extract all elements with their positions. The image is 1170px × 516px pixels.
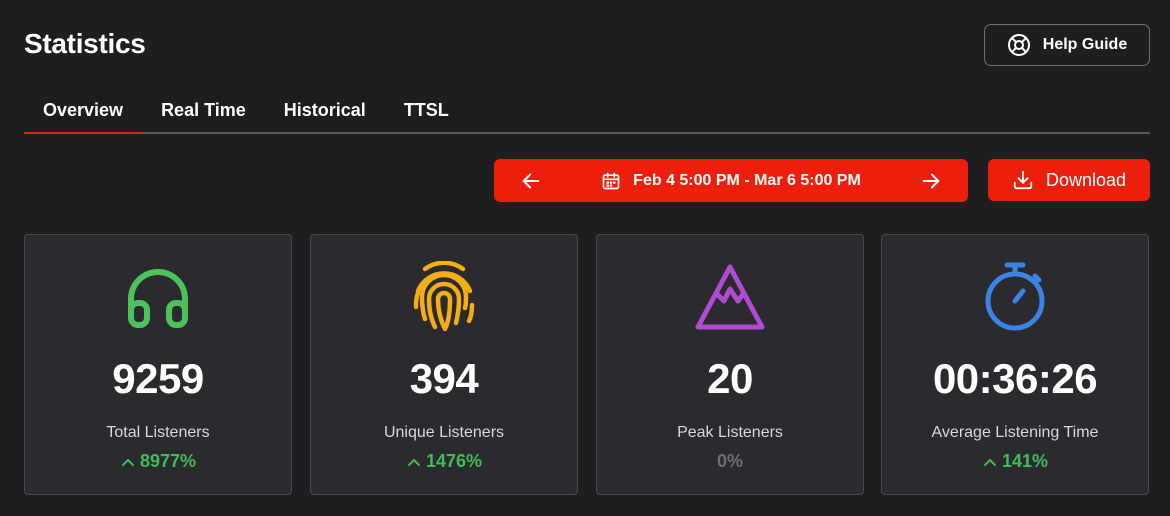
fingerprint-icon <box>413 261 475 332</box>
stat-value: 9259 <box>112 355 204 402</box>
stat-label: Average Listening Time <box>931 424 1099 441</box>
calendar-icon <box>602 172 620 189</box>
stat-card-peak-listeners: 20 Peak Listeners 0% <box>596 234 864 495</box>
stat-change: 1476% <box>311 451 577 472</box>
download-button[interactable]: Download <box>988 159 1150 201</box>
stat-change: 0% <box>597 451 863 472</box>
tab-real-time[interactable]: Real Time <box>161 100 246 120</box>
download-icon <box>1013 170 1033 190</box>
arrow-right-icon <box>922 173 940 188</box>
stat-card-unique-listeners: 394 Unique Listeners 1476% <box>310 234 578 495</box>
headphones-icon <box>128 269 188 328</box>
help-guide-label: Help Guide <box>1042 36 1128 53</box>
mountain-icon <box>695 264 765 330</box>
chevron-up-icon <box>121 458 134 466</box>
tab-bar: Overview Real Time Historical TTSL <box>24 96 1150 134</box>
lifebuoy-icon <box>1007 33 1031 57</box>
date-range-picker: Feb 4 5:00 PM - Mar 6 5:00 PM <box>494 159 968 202</box>
stat-change-value: 1476% <box>425 451 483 471</box>
tab-overview[interactable]: Overview <box>24 96 143 134</box>
stat-card-average-listening-time: 00:36:26 Average Listening Time 141% <box>881 234 1149 495</box>
date-range-label: Feb 4 5:00 PM - Mar 6 5:00 PM <box>633 171 861 189</box>
page-title: Statistics <box>24 28 146 59</box>
stat-label: Unique Listeners <box>383 424 505 441</box>
stat-value: 394 <box>409 355 479 402</box>
stat-change-value: 141% <box>1001 451 1049 471</box>
chevron-up-icon <box>983 458 996 466</box>
previous-range-button[interactable] <box>520 170 542 192</box>
tab-ttsl[interactable]: TTSL <box>403 100 449 120</box>
stat-label: Peak Listeners <box>677 424 783 441</box>
tab-historical[interactable]: Historical <box>283 100 366 120</box>
next-range-button[interactable] <box>920 170 942 192</box>
stat-value: 20 <box>707 355 753 402</box>
stat-change-value: 8977% <box>139 451 197 471</box>
help-guide-button[interactable]: Help Guide <box>984 24 1150 66</box>
stopwatch-icon <box>985 262 1045 331</box>
arrow-left-icon <box>522 173 540 188</box>
stat-value: 00:36:26 <box>932 355 1098 402</box>
stat-card-total-listeners: 9259 Total Listeners 8977% <box>24 234 292 495</box>
date-range-selector[interactable]: Feb 4 5:00 PM - Mar 6 5:00 PM <box>601 171 861 191</box>
stat-label: Total Listeners <box>106 424 210 441</box>
chevron-up-icon <box>407 458 420 466</box>
download-label: Download <box>1045 169 1127 190</box>
stat-change: 8977% <box>25 451 291 472</box>
stat-change: 141% <box>882 451 1148 472</box>
stat-change-value: 0% <box>716 451 743 471</box>
